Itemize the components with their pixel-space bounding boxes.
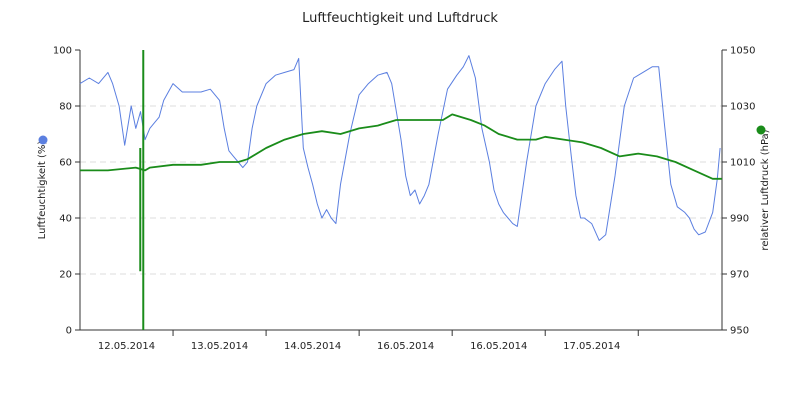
right-tick-labels: 950 970 990 1010 1030 1050 (730, 46, 755, 337)
right-tick-label: 950 (730, 326, 749, 337)
left-tick-label: 0 (66, 326, 72, 337)
humidity-series-line (79, 55, 721, 241)
right-tick-label: 970 (730, 270, 749, 281)
left-tick-label: 100 (53, 46, 72, 57)
y-right-axis-title: relativer Luftdruck (hPa) (760, 129, 771, 250)
x-tick-labels: 12.05.2014 13.05.2014 14.05.2014 16.05.2014… (98, 341, 620, 352)
right-tick-label: 1010 (730, 158, 755, 169)
left-tick-labels: 0 20 40 60 80 100 (53, 46, 72, 337)
chart-title: Luftfeuchtigkeit und Luftdruck (302, 11, 498, 26)
x-tick-label: 16.05.2014 (470, 341, 527, 352)
axes (75, 49, 727, 336)
pressure-legend-marker (756, 125, 766, 135)
x-tick-label: 16.05.2014 (377, 341, 434, 352)
right-tick-label: 1050 (730, 46, 755, 57)
left-tick-label: 20 (59, 270, 72, 281)
series (79, 50, 722, 330)
pressure-series-line (80, 113, 722, 180)
humidity-legend-marker (38, 135, 48, 145)
grid (80, 105, 722, 275)
right-tick-label: 1030 (730, 102, 755, 113)
left-tick-label: 60 (59, 158, 72, 169)
x-tick-label: 12.05.2014 (98, 341, 155, 352)
x-tick-label: 13.05.2014 (191, 341, 248, 352)
y-left-axis-title: Luftfeuchtigkeit (%) (37, 141, 48, 240)
left-tick-label: 40 (59, 214, 72, 225)
left-tick-label: 80 (59, 102, 72, 113)
right-tick-label: 990 (730, 214, 749, 225)
x-tick-label: 17.05.2014 (563, 341, 620, 352)
x-tick-label: 14.05.2014 (284, 341, 341, 352)
